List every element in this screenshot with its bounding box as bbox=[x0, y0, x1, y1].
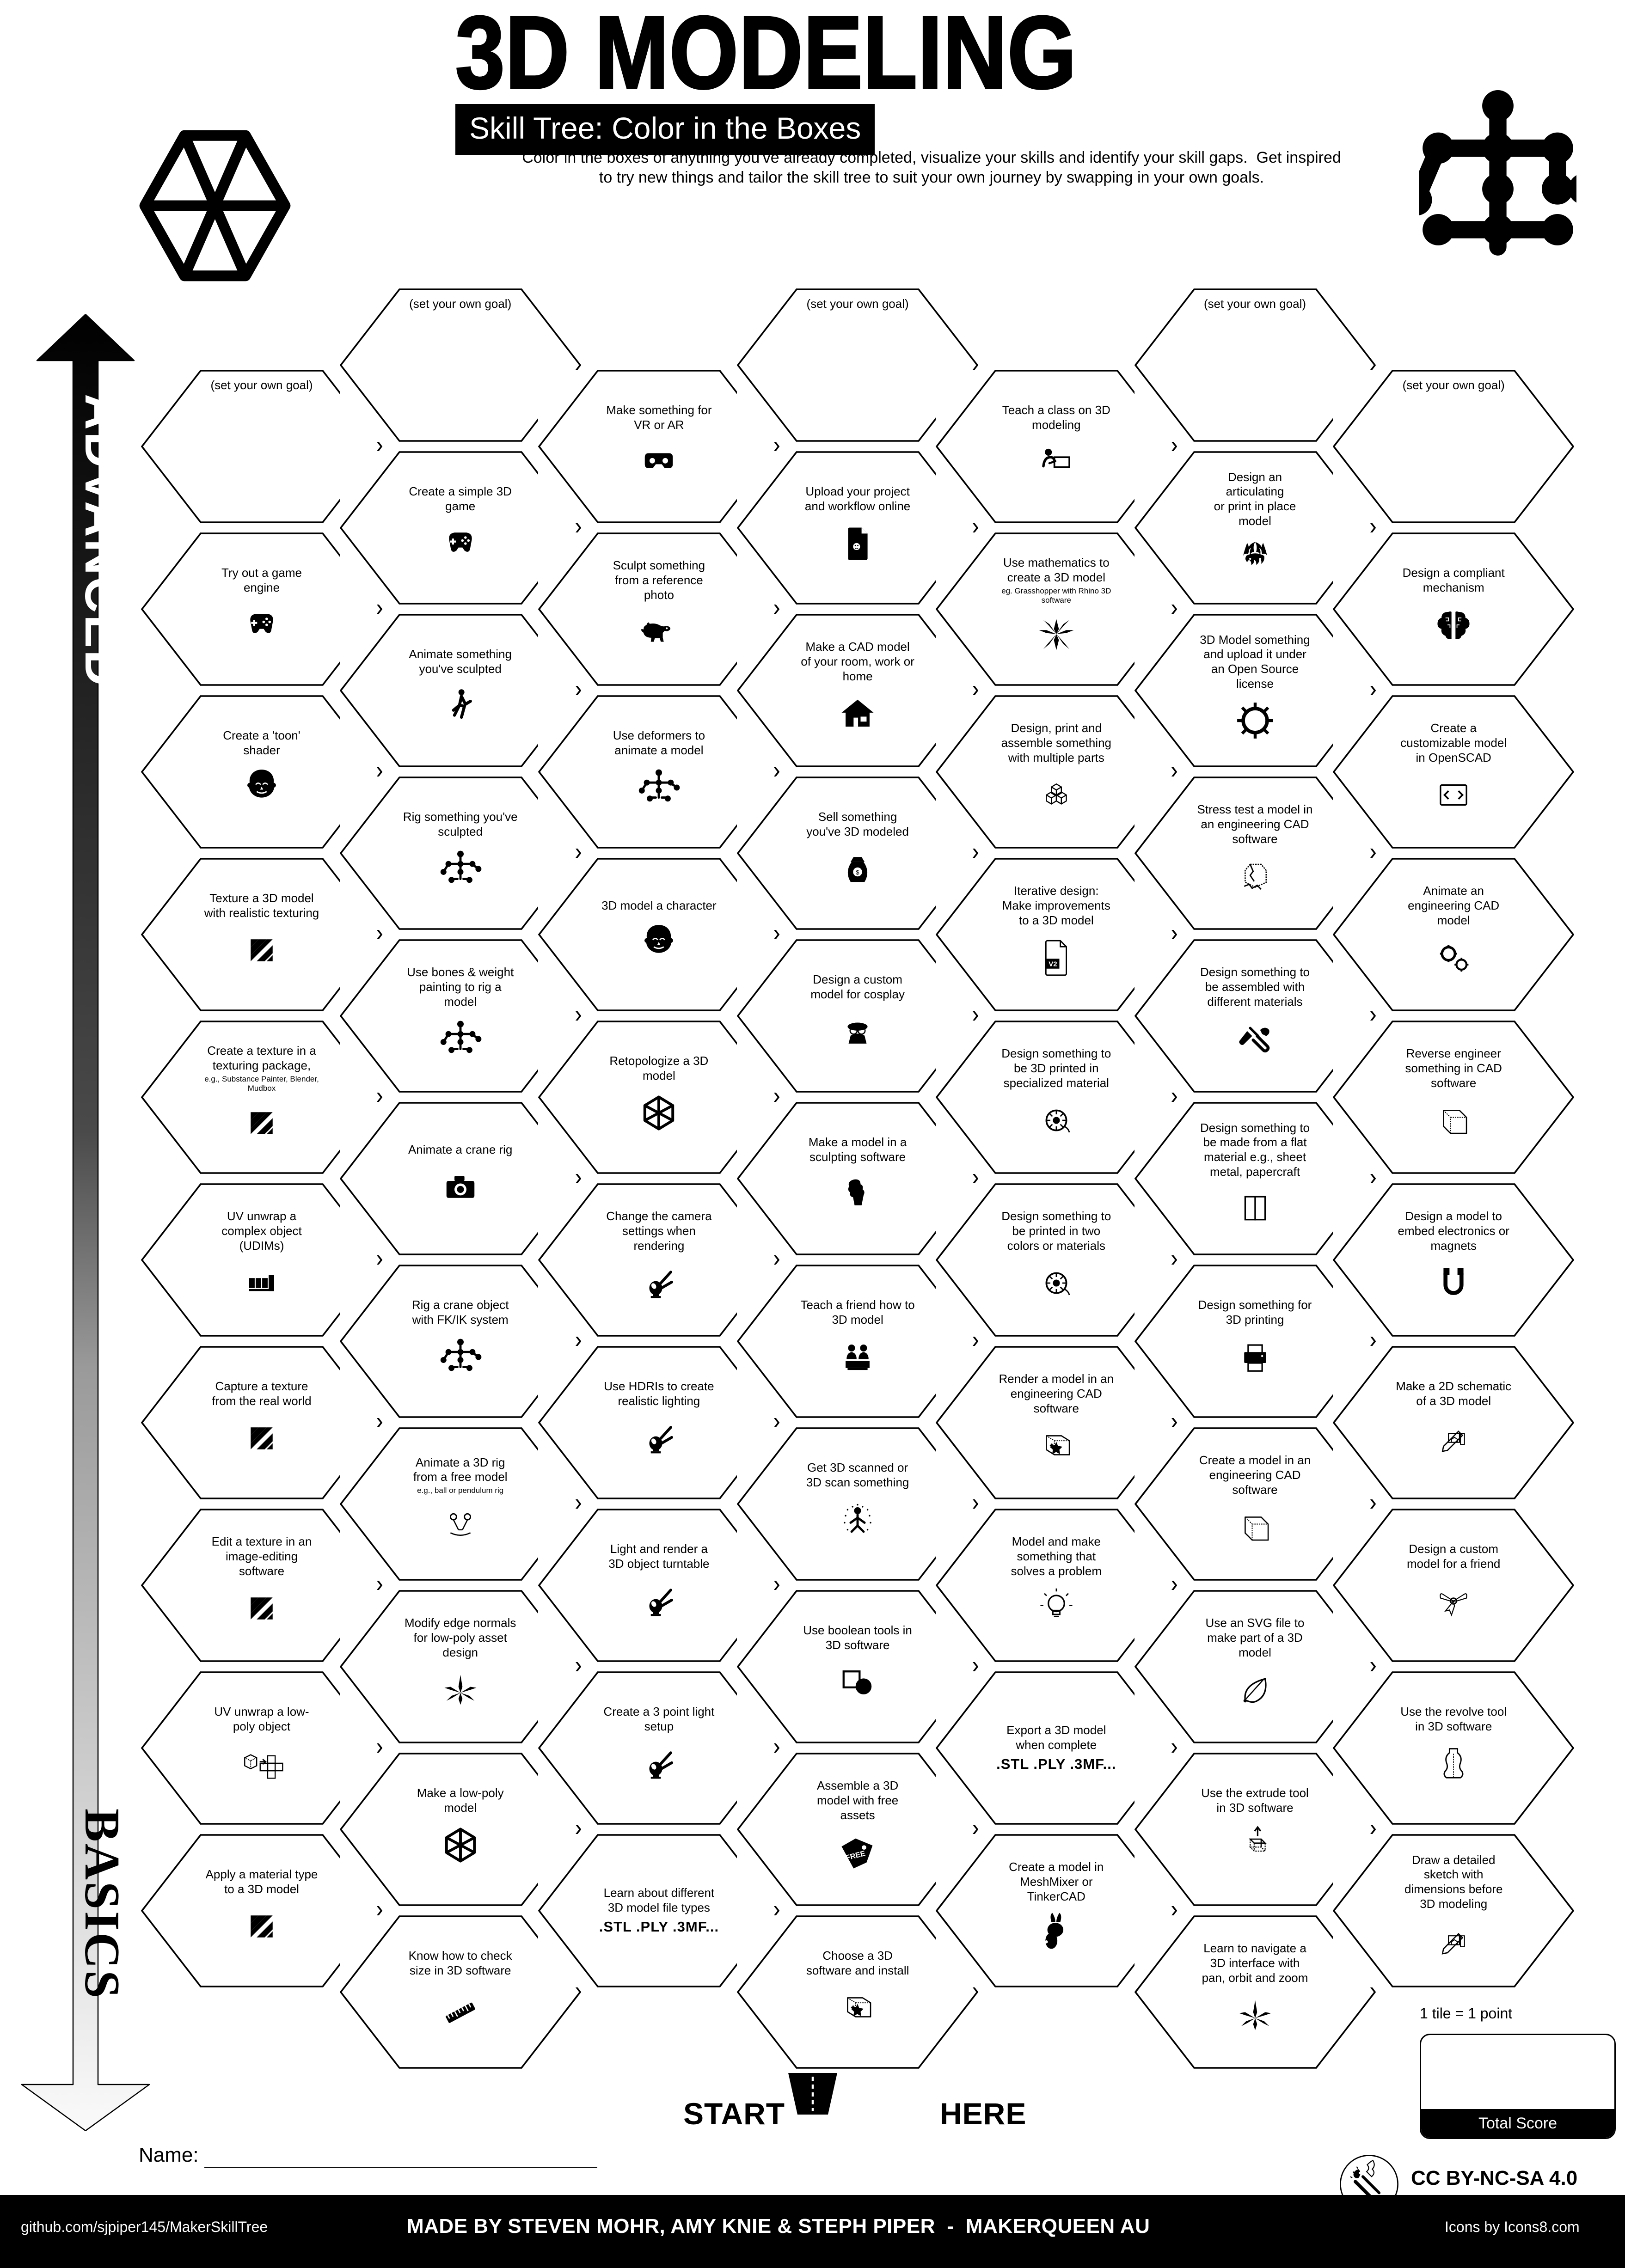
svg-text:ADVANCED: ADVANCED bbox=[75, 394, 131, 688]
svg-text:$: $ bbox=[856, 869, 859, 876]
svg-text:V2: V2 bbox=[1049, 960, 1057, 968]
svg-text:BASICS: BASICS bbox=[74, 1809, 129, 2000]
